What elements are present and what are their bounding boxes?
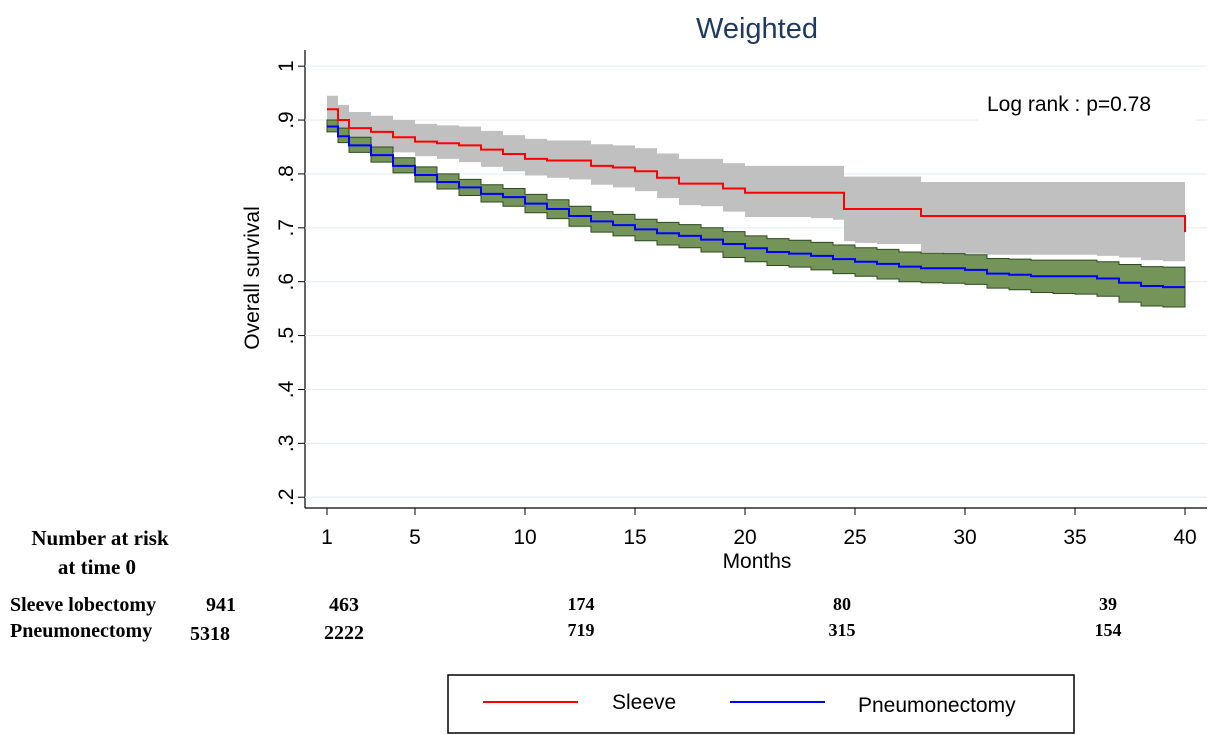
- risk-count: 39: [1099, 594, 1117, 614]
- risk-row-label-sleeve: Sleeve lobectomy: [10, 594, 156, 616]
- confidence-bands: [326, 95, 1186, 308]
- legend-box: [447, 674, 1075, 734]
- x-tick-label: 5: [409, 526, 421, 549]
- risk-count: 174: [568, 594, 595, 614]
- y-tick-label: .9: [275, 111, 298, 129]
- x-tick-label: 25: [843, 526, 866, 549]
- x-axis-label: Months: [723, 550, 792, 573]
- x-tick-label: 1: [321, 526, 333, 549]
- risk-count: 2222: [324, 622, 364, 644]
- y-tick-label: 1: [275, 60, 298, 72]
- x-tick-label: 35: [1063, 526, 1086, 549]
- legend-label-pneumonectomy: Pneumonectomy: [858, 694, 1016, 717]
- risk-row-time0-pneumonectomy: 5318: [190, 623, 230, 645]
- risk-count: 463: [329, 594, 359, 616]
- risk-count: 154: [1095, 620, 1122, 640]
- x-tick-label: 15: [623, 526, 646, 549]
- y-axis-label: Overall survival: [241, 206, 264, 350]
- log-rank-annotation: Log rank : p=0.78: [987, 93, 1151, 116]
- plot-area: .2.3.4.5.6.7.8.91 1 5 10 15 20 25 30 35 40: [275, 50, 1207, 549]
- y-tick-label: .4: [275, 380, 298, 398]
- annotation-box: [978, 85, 1196, 125]
- risk-table: Number at risk at time 0 Sleeve lobectom…: [10, 526, 1122, 645]
- y-ticks: .2 .3 .4 .5 .6 .7 .8 .9 1: [275, 60, 305, 506]
- risk-row-label-pneumonectomy: Pneumonectomy: [10, 620, 152, 642]
- y-tick-label: .3: [275, 435, 298, 453]
- survival-lines: [327, 108, 1186, 289]
- x-tick-label: 20: [733, 526, 756, 549]
- survival-line-sleeve: [327, 108, 1186, 233]
- y-tick-label: .5: [275, 327, 298, 345]
- confidence-band-sleeve: [327, 95, 1185, 282]
- risk-row-time0-sleeve: 941: [206, 594, 236, 616]
- risk-count: 719: [568, 620, 595, 640]
- risk-count: 80: [833, 594, 851, 614]
- y-tick-label: .6: [275, 273, 298, 291]
- y-tick-label: .7: [275, 219, 298, 237]
- legend: Sleeve Pneumonectomy: [447, 674, 1075, 734]
- x-tick-label: 30: [953, 526, 976, 549]
- risk-table-heading-line2: at time 0: [58, 555, 136, 579]
- x-tick-label: 10: [513, 526, 536, 549]
- y-tick-label: .8: [275, 165, 298, 183]
- chart-title: Weighted: [696, 13, 818, 45]
- legend-label-sleeve: Sleeve: [612, 691, 676, 714]
- survival-line-pneumonectomy: [327, 125, 1185, 289]
- risk-table-heading-line1: Number at risk: [31, 526, 169, 550]
- y-tick-label: .2: [275, 488, 298, 506]
- x-tick-label: 40: [1173, 526, 1196, 549]
- risk-count: 315: [829, 620, 856, 640]
- confidence-band-pneumonectomy: [326, 119, 1186, 308]
- x-ticks: 1 5 10 15 20 25 30 35 40: [321, 508, 1197, 549]
